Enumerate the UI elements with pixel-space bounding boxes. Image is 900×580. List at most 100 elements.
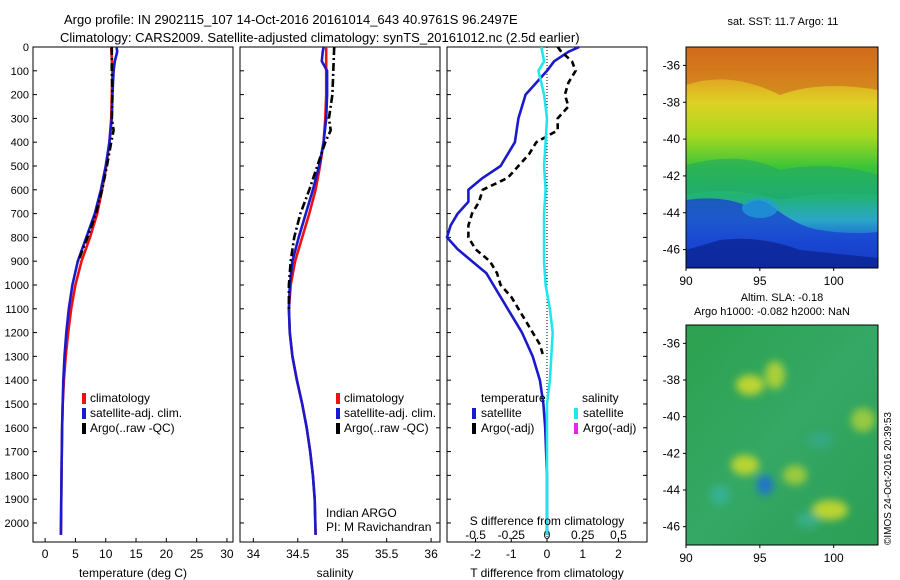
depth-tick-label: 1200 [5, 328, 29, 340]
depth-tick-label: 700 [11, 209, 29, 221]
legend-label: Argo(-adj) [583, 421, 636, 435]
argo-pi-label: PI: M Ravichandran [326, 520, 431, 534]
sla-heatmap-texture [710, 361, 875, 528]
sst-heatmap-texture [686, 47, 878, 268]
depth-tick-label: 1700 [5, 447, 29, 459]
sla-map-subtitle: Argo h1000: -0.082 h2000: NaN [694, 306, 850, 318]
sla-map-title: Altim. SLA: -0.18 [741, 292, 824, 304]
difference-panel: -2 -1 0 1 2 -0.5 -0.25 0 0.25 0.5 T difference f… [445, 45, 648, 580]
salinity-x-tick-label: 35.5 [375, 547, 399, 561]
map-lon-label: 95 [753, 274, 767, 288]
legend-swatch [574, 408, 578, 419]
difference-xlabel: T difference from climatology [470, 566, 624, 580]
legend-swatch [82, 408, 86, 419]
salinity-x-tick-label: 34.5 [286, 547, 310, 561]
sst-map-panel: sat. SST: 11.7 Argo: 11 -36 -38 -40 -42 -44 -… [663, 16, 879, 288]
depth-tick-label: 100 [11, 66, 29, 78]
map-lon-label: 100 [824, 551, 844, 565]
difference-x-tick-label: 1 [579, 547, 586, 561]
depth-tick-label: 1400 [5, 375, 29, 387]
legend-label: climatology [90, 391, 150, 405]
depth-tick-label: 1500 [5, 399, 29, 411]
s-difference-tick-label: 0.5 [610, 528, 627, 542]
temperature-x-tick-label: 15 [129, 547, 143, 561]
plot-subtitle: Climatology: CARS2009. Satellite-adjuste… [60, 30, 580, 45]
salinity-x-tick-label: 34 [247, 547, 261, 561]
legend-label: Argo(..raw -QC) [344, 421, 429, 435]
sst-map-title: sat. SST: 11.7 Argo: 11 [728, 16, 839, 28]
map-lat-label: -42 [663, 169, 681, 183]
temperature-panel: 0100200300400500600700800900100011001200… [5, 42, 234, 580]
difference-x-tick-label: -1 [506, 547, 517, 561]
series-line-satellite [537, 46, 555, 535]
depth-tick-label: 800 [11, 232, 29, 244]
map-lat-label: -36 [663, 58, 681, 72]
temperature-x-tick-label: 10 [99, 547, 113, 561]
map-lat-label: -46 [663, 243, 681, 257]
s-difference-tick-label: -0.5 [465, 528, 486, 542]
legend-swatch [82, 393, 86, 404]
legend-title-salinity: salinity [582, 391, 619, 405]
s-difference-tick-label: -0.25 [498, 528, 526, 542]
legend-title-temperature: temperature [481, 391, 546, 405]
difference-x-tick-label: -2 [470, 547, 481, 561]
depth-tick-label: 1100 [5, 304, 29, 316]
argo-program-label: Indian ARGO [326, 506, 397, 520]
temperature-x-tick-label: 30 [220, 547, 234, 561]
map-lat-label: -38 [663, 373, 681, 387]
series-line-satellite-adj-clim- [287, 46, 329, 535]
depth-tick-label: 1900 [5, 494, 29, 506]
map-lon-label: 100 [824, 274, 844, 288]
map-lat-label: -44 [663, 483, 681, 497]
sla-map-panel: Altim. SLA: -0.18 Argo h1000: -0.082 h20… [663, 292, 879, 565]
map-lat-label: -44 [663, 206, 681, 220]
depth-tick-label: 200 [11, 90, 29, 102]
series-line-satellite [445, 45, 580, 535]
depth-tick-label: 500 [11, 161, 29, 173]
map-lat-label: -40 [663, 410, 681, 424]
series-line-argo-adj- [467, 46, 577, 357]
map-lat-label: -46 [663, 520, 681, 534]
temperature-xlabel: temperature (deg C) [79, 566, 187, 580]
legend-label: climatology [344, 391, 404, 405]
legend-label: satellite-adj. clim. [90, 406, 182, 420]
legend-swatch [336, 423, 340, 434]
difference-xlabel-top: S difference from climatology [470, 514, 625, 528]
depth-tick-label: 1600 [5, 423, 29, 435]
map-lat-label: -38 [663, 95, 681, 109]
depth-tick-label: 1800 [5, 470, 29, 482]
temperature-x-tick-label: 20 [160, 547, 174, 561]
map-lon-label: 90 [679, 551, 693, 565]
legend-swatch [82, 423, 86, 434]
map-lon-label: 95 [753, 551, 767, 565]
depth-tick-label: 300 [11, 113, 29, 125]
map-lat-label: -42 [663, 446, 681, 460]
plot-title: Argo profile: IN 2902115_107 14-Oct-2016… [64, 12, 518, 27]
salinity-x-tick-label: 35 [336, 547, 350, 561]
depth-tick-label: 1300 [5, 351, 29, 363]
salinity-xlabel: salinity [317, 566, 354, 580]
depth-tick-label: 2000 [5, 518, 29, 530]
salinity-panel: 34 34.5 35 35.5 36 salinity climatologysatel… [239, 46, 441, 580]
legend-swatch [574, 423, 578, 434]
legend-label: Argo(..raw -QC) [90, 421, 175, 435]
map-lon-label: 90 [679, 274, 693, 288]
difference-x-tick-label: 2 [615, 547, 622, 561]
legend-swatch [472, 423, 476, 434]
series-line-argo-raw-qc- [77, 47, 115, 262]
legend-label: Argo(-adj) [481, 421, 534, 435]
s-difference-tick-label: 0.25 [571, 528, 595, 542]
sla-heatmap [686, 325, 878, 545]
legend-swatch [336, 393, 340, 404]
depth-tick-label: 0 [23, 42, 29, 54]
salinity-x-tick-label: 36 [424, 547, 438, 561]
legend-swatch [336, 408, 340, 419]
legend-label: satellite [481, 406, 522, 420]
temperature-x-tick-label: 0 [42, 547, 49, 561]
depth-tick-label: 1000 [5, 280, 29, 292]
legend-label: satellite-adj. clim. [344, 406, 436, 420]
map-lat-label: -36 [663, 336, 681, 350]
legend-label: satellite [583, 406, 624, 420]
temperature-x-tick-label: 5 [72, 547, 79, 561]
